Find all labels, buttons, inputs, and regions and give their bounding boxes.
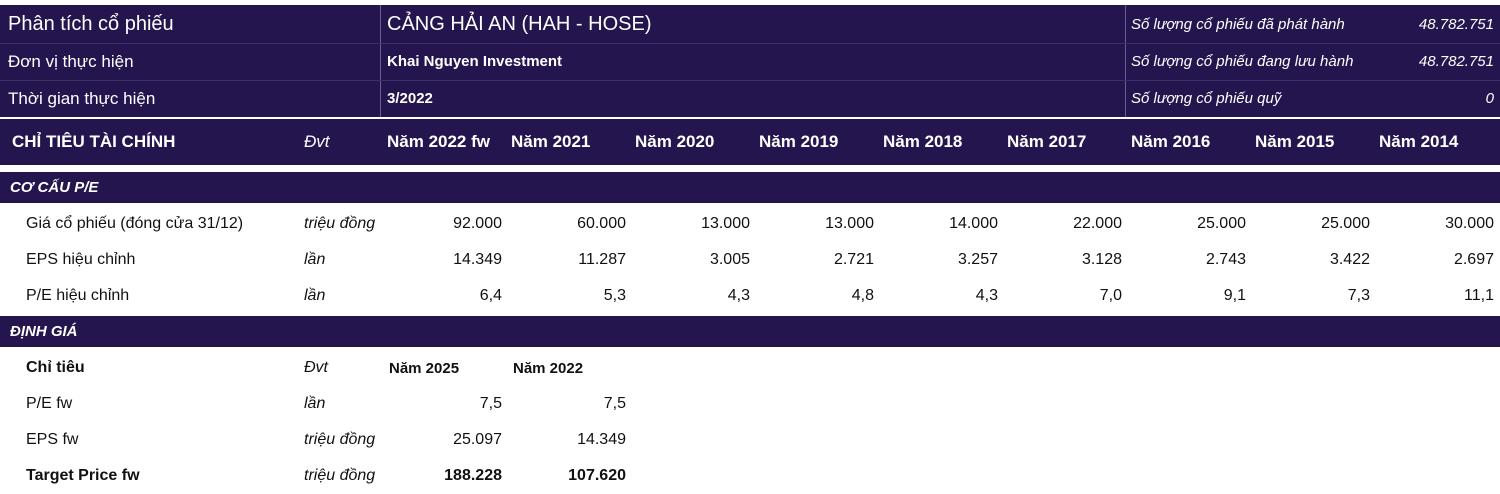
row-value: 2.697: [1453, 251, 1494, 268]
row-value: 2.721: [833, 251, 874, 268]
section-header-valuation: ĐỊNH GIÁ: [0, 316, 1500, 347]
treasury-shares-label: Số lượng cổ phiếu quỹ: [1131, 90, 1282, 107]
row-value: 92.000: [453, 215, 502, 232]
column-header-year: Năm 2019: [759, 132, 839, 151]
outstanding-shares-label: Số lượng cổ phiếu đang lưu hành: [1131, 53, 1354, 70]
column-header-year: Năm 2014: [1379, 132, 1459, 151]
report-type-label: Phân tích cổ phiếu: [8, 12, 174, 35]
row-value: 25.000: [1321, 215, 1370, 232]
row-value: 22.000: [1073, 215, 1122, 232]
table-row: EPS hiệu chỉnh lần 14.349 11.287 3.005 2…: [0, 242, 1500, 278]
column-header-year: Năm 2017: [1007, 132, 1087, 151]
column-header-year: Năm 2016: [1131, 132, 1211, 151]
row-value: 7,3: [1347, 287, 1370, 304]
row-value: 6,4: [479, 287, 502, 304]
row-value: 7,0: [1099, 287, 1122, 304]
row-value: 30.000: [1445, 215, 1494, 232]
target-price-value: 107.620: [568, 467, 626, 484]
report-header: Phân tích cổ phiếu CẢNG HẢI AN (HAH - HO…: [0, 5, 1500, 117]
column-header-year: Năm 2022 fw: [387, 132, 490, 151]
table-row: P/E hiệu chỉnh lần 6,4 5,3 4,3 4,8 4,3 7…: [0, 278, 1500, 314]
row-value: 11,1: [1464, 287, 1494, 304]
treasury-shares-value: 0: [1485, 90, 1494, 107]
row-unit: triệu đồng: [304, 467, 376, 484]
row-value: 7,5: [479, 395, 502, 412]
row-value: 3.005: [709, 251, 750, 268]
column-header-indicator: CHỈ TIÊU TÀI CHÍNH: [12, 132, 176, 151]
header-row-line: [0, 80, 1500, 81]
section-title: ĐỊNH GIÁ: [10, 323, 78, 340]
row-label: P/E fw: [26, 395, 73, 412]
row-label: EPS hiệu chỉnh: [26, 251, 136, 268]
row-label: Giá cổ phiếu (đóng cửa 31/12): [26, 215, 244, 232]
row-value: 13.000: [825, 215, 874, 232]
valuation-header-year: Năm 2025: [389, 359, 460, 377]
valuation-header-label: Chỉ tiêu: [26, 359, 85, 376]
row-label: EPS fw: [26, 431, 79, 448]
row-value: 4,8: [851, 287, 874, 304]
row-value: 14.349: [453, 251, 502, 268]
row-value: 11.287: [578, 251, 626, 268]
row-value: 5,3: [603, 287, 626, 304]
column-header-unit: Đvt: [304, 132, 330, 151]
row-value: 9,1: [1223, 287, 1246, 304]
column-header-year: Năm 2021: [511, 132, 591, 151]
row-value: 4,3: [727, 287, 750, 304]
header-divider: [1125, 5, 1126, 117]
unit-value: Khai Nguyen Investment: [387, 53, 563, 70]
target-price-row: Target Price fw triệu đồng 188.228 107.6…: [0, 458, 1500, 494]
row-value: 60.000: [577, 215, 626, 232]
row-unit: triệu đồng: [304, 431, 376, 448]
company-name: CẢNG HẢI AN (HAH - HOSE): [387, 12, 652, 35]
issued-shares-label: Số lượng cổ phiếu đã phát hành: [1131, 15, 1345, 33]
row-value: 3.257: [957, 251, 998, 268]
column-header-year: Năm 2015: [1255, 132, 1335, 151]
section-header-pe: CƠ CẤU P/E: [0, 172, 1500, 203]
table-header-row: CHỈ TIÊU TÀI CHÍNH Đvt Năm 2022 fw Năm 2…: [0, 119, 1500, 165]
table-row: EPS fw triệu đồng 25.097 14.349: [0, 422, 1500, 458]
row-value: 25.097: [453, 431, 502, 448]
row-label: Target Price fw: [26, 467, 140, 484]
row-unit: lần: [304, 395, 326, 412]
table-row: P/E fw lần 7,5 7,5: [0, 386, 1500, 422]
valuation-header-year: Năm 2022: [513, 359, 584, 377]
row-value: 4,3: [975, 287, 998, 304]
row-unit: triệu đồng: [304, 215, 376, 232]
column-header-year: Năm 2018: [883, 132, 963, 151]
unit-label: Đơn vị thực hiện: [8, 51, 134, 71]
issued-shares-value: 48.782.751: [1418, 15, 1494, 33]
column-header-year: Năm 2020: [635, 132, 715, 151]
header-row-line: [0, 43, 1500, 44]
row-value: 13.000: [701, 215, 750, 232]
row-unit: lần: [304, 251, 326, 268]
section-title: CƠ CẤU P/E: [10, 179, 99, 196]
row-value: 14.349: [577, 431, 626, 448]
row-unit: lần: [304, 287, 326, 304]
row-value: 3.422: [1329, 251, 1370, 268]
row-value: 25.000: [1197, 215, 1246, 232]
row-value: 2.743: [1205, 251, 1246, 268]
time-label: Thời gian thực hiện: [8, 88, 156, 108]
time-value: 3/2022: [387, 90, 433, 107]
row-value: 7,5: [603, 395, 626, 412]
row-value: 14.000: [949, 215, 998, 232]
row-label: P/E hiệu chỉnh: [26, 287, 130, 304]
row-value: 3.128: [1081, 251, 1122, 268]
target-price-value: 188.228: [444, 467, 502, 484]
outstanding-shares-value: 48.782.751: [1418, 53, 1494, 70]
table-row: Giá cổ phiếu (đóng cửa 31/12) triệu đồng…: [0, 206, 1500, 242]
valuation-header-unit: Đvt: [304, 359, 328, 376]
valuation-header-row: Chỉ tiêu Đvt Năm 2025 Năm 2022: [0, 350, 1500, 386]
header-divider: [380, 5, 381, 117]
